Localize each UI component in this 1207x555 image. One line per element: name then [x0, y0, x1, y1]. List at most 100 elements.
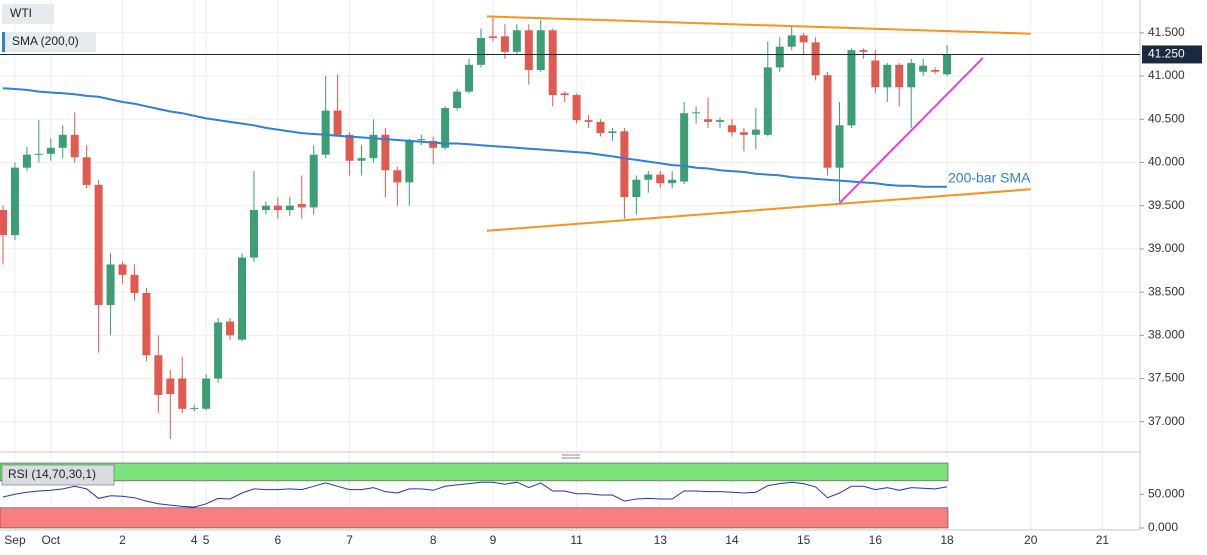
- candle-body: [871, 60, 880, 88]
- legend-label: SMA (200,0): [12, 34, 79, 48]
- candle-body: [644, 174, 653, 180]
- x-tick-label: 16: [869, 533, 883, 547]
- candle-body: [907, 63, 916, 88]
- candle-body: [584, 120, 593, 122]
- candle-body: [154, 355, 163, 395]
- annotation: 200-bar SMA: [948, 170, 1031, 186]
- x-tick-label: 18: [940, 533, 954, 547]
- y-tick-label: 37.500: [1148, 371, 1185, 385]
- candle-body: [333, 110, 342, 135]
- x-tick-label: 4: [191, 533, 198, 547]
- candle-body: [799, 35, 808, 43]
- candle-body: [512, 30, 521, 52]
- x-tick-label: 5: [203, 533, 210, 547]
- candle-body: [34, 153, 43, 155]
- candle-body: [536, 30, 545, 71]
- candle-body: [692, 112, 701, 114]
- y-tick-label: 50.000: [1148, 486, 1185, 500]
- candle-body: [895, 64, 904, 88]
- candle-body: [823, 75, 832, 168]
- candle-body: [214, 322, 223, 379]
- candle-body: [118, 264, 127, 275]
- candle-body: [477, 38, 485, 65]
- candle-body: [405, 140, 414, 183]
- x-tick-label: 15: [797, 533, 811, 547]
- candle-body: [190, 407, 199, 409]
- oversold-band: [0, 507, 949, 529]
- candle-body: [178, 378, 187, 409]
- candle-body: [787, 35, 796, 47]
- candle-body: [668, 179, 677, 184]
- candle-body: [751, 129, 760, 135]
- candle-body: [548, 30, 557, 96]
- candle-body: [465, 64, 474, 92]
- candle-body: [775, 46, 784, 68]
- x-tick-label: 11: [570, 533, 583, 547]
- candle-body: [46, 147, 55, 154]
- candle-body: [943, 54, 952, 75]
- candle-body: [261, 205, 270, 211]
- candle-body: [166, 378, 175, 395]
- candle-body: [106, 264, 115, 306]
- candle-body: [357, 158, 366, 161]
- candle-body: [524, 30, 533, 71]
- candle-body: [763, 67, 772, 135]
- y-tick-label: 0.000: [1148, 520, 1178, 534]
- candle-body: [22, 154, 31, 168]
- trendline: [486, 188, 1031, 232]
- legend-label: RSI (14,70,30,1): [8, 467, 96, 481]
- y-tick-label: 41.500: [1148, 25, 1185, 39]
- y-tick-label: 38.000: [1148, 327, 1185, 341]
- candle-body: [453, 91, 462, 109]
- candle-body: [321, 110, 330, 155]
- x-tick-label: 20: [1024, 533, 1038, 547]
- candle-body: [58, 134, 67, 148]
- candle-body: [883, 64, 892, 88]
- y-tick-label: 40.000: [1148, 155, 1185, 169]
- candle-body: [0, 210, 7, 236]
- candle-body: [238, 257, 246, 340]
- candle-body: [202, 378, 211, 409]
- candle-body: [70, 134, 79, 158]
- x-tick-label: 8: [430, 533, 437, 547]
- x-tick-label: 13: [654, 533, 668, 547]
- candle-body: [10, 167, 19, 236]
- candle-body: [727, 125, 736, 133]
- x-tick-label: 2: [119, 533, 126, 547]
- candle-body: [835, 125, 844, 168]
- candle-body: [560, 93, 569, 96]
- candle-body: [632, 179, 641, 198]
- candle-body: [572, 95, 581, 121]
- candle-body: [859, 50, 868, 52]
- candle-body: [226, 321, 235, 336]
- legend-label: WTI: [10, 6, 32, 20]
- x-tick-label: 6: [275, 533, 282, 547]
- candle-body: [704, 119, 713, 122]
- candle-body: [429, 140, 438, 148]
- y-tick-label: 40.500: [1148, 111, 1185, 125]
- candle-body: [500, 36, 509, 52]
- candle-body: [309, 154, 318, 208]
- legend-box: [1, 464, 115, 486]
- candle-body: [297, 203, 306, 208]
- y-tick-label: 37.000: [1148, 414, 1185, 428]
- trendline: [486, 15, 1031, 35]
- candle-body: [142, 292, 151, 356]
- candle-body: [381, 134, 390, 171]
- rsi-line: [2, 481, 948, 508]
- x-tick-label: 14: [725, 533, 739, 547]
- candle-body: [130, 274, 139, 293]
- x-tick-label: Oct: [41, 533, 60, 547]
- sma-line: [2, 87, 947, 188]
- overbought-band: [0, 462, 949, 482]
- candle-body: [82, 157, 91, 185]
- candle-body: [369, 134, 378, 159]
- candle-body: [441, 108, 450, 148]
- y-tick-label: 41.000: [1148, 68, 1185, 82]
- candle-body: [811, 42, 820, 76]
- legend-box: [2, 4, 54, 24]
- x-tick-label: 9: [490, 533, 497, 547]
- last-price-label: 41.250: [1148, 47, 1185, 61]
